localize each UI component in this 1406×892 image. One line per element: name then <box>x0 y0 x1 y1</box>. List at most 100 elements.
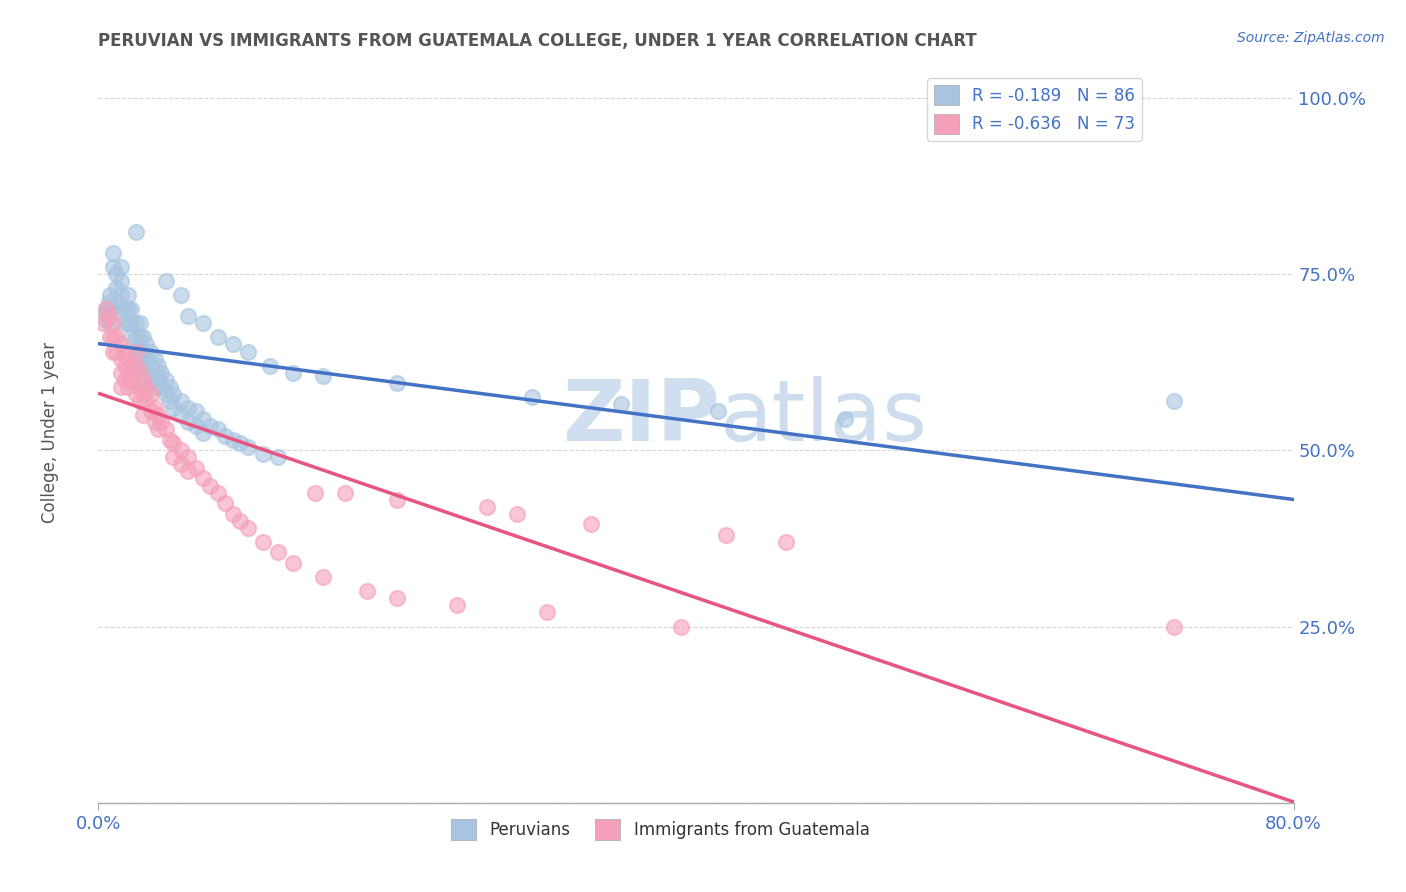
Point <box>581 517 603 532</box>
Point <box>177 464 200 478</box>
Point <box>610 397 633 411</box>
Point <box>129 359 152 373</box>
Point <box>159 380 181 394</box>
Point <box>135 351 157 366</box>
Point <box>110 337 132 351</box>
Point <box>125 344 148 359</box>
Point <box>236 440 259 454</box>
Point <box>117 302 139 317</box>
Point <box>105 344 128 359</box>
Point <box>103 260 125 274</box>
Point <box>117 288 139 302</box>
Point <box>103 245 125 260</box>
Point <box>110 380 132 394</box>
Point <box>311 570 333 584</box>
Point <box>143 380 166 394</box>
Point <box>207 485 229 500</box>
Point <box>155 373 177 387</box>
Y-axis label: College, Under 1 year: College, Under 1 year <box>41 342 59 524</box>
Point <box>94 302 117 317</box>
Point <box>125 330 148 344</box>
Point <box>148 408 170 422</box>
Point <box>669 619 692 633</box>
Point <box>191 316 214 330</box>
Point <box>143 366 166 380</box>
Point <box>117 380 139 394</box>
Point <box>191 425 214 440</box>
Point <box>222 337 245 351</box>
Point <box>114 373 136 387</box>
Point <box>177 415 200 429</box>
Point <box>129 344 152 359</box>
Point <box>125 344 148 359</box>
Point <box>129 366 152 380</box>
Text: ZIP: ZIP <box>562 376 720 459</box>
Point <box>143 351 166 366</box>
Point <box>105 295 128 310</box>
Point <box>132 359 155 373</box>
Point <box>267 450 290 465</box>
Point <box>120 373 142 387</box>
Point <box>132 387 155 401</box>
Point <box>132 408 155 422</box>
Point <box>236 521 259 535</box>
Point <box>125 225 148 239</box>
Point <box>143 401 166 415</box>
Point <box>129 380 152 394</box>
Point <box>139 387 162 401</box>
Point <box>98 302 122 317</box>
Point <box>114 316 136 330</box>
Point <box>139 359 162 373</box>
Point <box>129 316 152 330</box>
Point <box>162 387 184 401</box>
Point <box>169 408 191 422</box>
Point <box>252 447 274 461</box>
Point <box>259 359 281 373</box>
Point <box>714 528 737 542</box>
Point <box>236 344 259 359</box>
Point <box>155 274 177 288</box>
Point <box>125 387 148 401</box>
Point <box>184 404 207 418</box>
Point <box>117 316 139 330</box>
Point <box>159 393 181 408</box>
Point <box>184 461 207 475</box>
Point <box>169 288 191 302</box>
Point <box>162 436 184 450</box>
Point <box>110 302 132 317</box>
Point <box>311 369 333 384</box>
Point <box>110 260 132 274</box>
Point <box>103 344 125 359</box>
Point <box>135 393 157 408</box>
Point <box>281 366 304 380</box>
Point <box>117 351 139 366</box>
Point <box>385 591 409 606</box>
Point <box>120 302 142 317</box>
Point <box>125 316 148 330</box>
Point <box>150 380 173 394</box>
Text: Source: ZipAtlas.com: Source: ZipAtlas.com <box>1237 31 1385 45</box>
Point <box>155 422 177 436</box>
Point <box>120 330 142 344</box>
Point <box>97 295 120 310</box>
Point <box>132 373 155 387</box>
Point <box>159 433 181 447</box>
Point <box>520 390 543 404</box>
Point <box>117 366 139 380</box>
Point <box>229 514 252 528</box>
Point <box>385 376 409 391</box>
Point <box>162 450 184 465</box>
Point <box>184 418 207 433</box>
Point <box>132 330 155 344</box>
Point <box>110 351 132 366</box>
Point <box>105 330 128 344</box>
Point <box>207 422 229 436</box>
Point <box>148 373 170 387</box>
Point <box>94 313 117 327</box>
Point <box>139 344 162 359</box>
Point <box>267 545 290 559</box>
Point <box>148 359 170 373</box>
Point <box>200 478 222 492</box>
Point <box>103 316 125 330</box>
Point <box>105 281 128 295</box>
